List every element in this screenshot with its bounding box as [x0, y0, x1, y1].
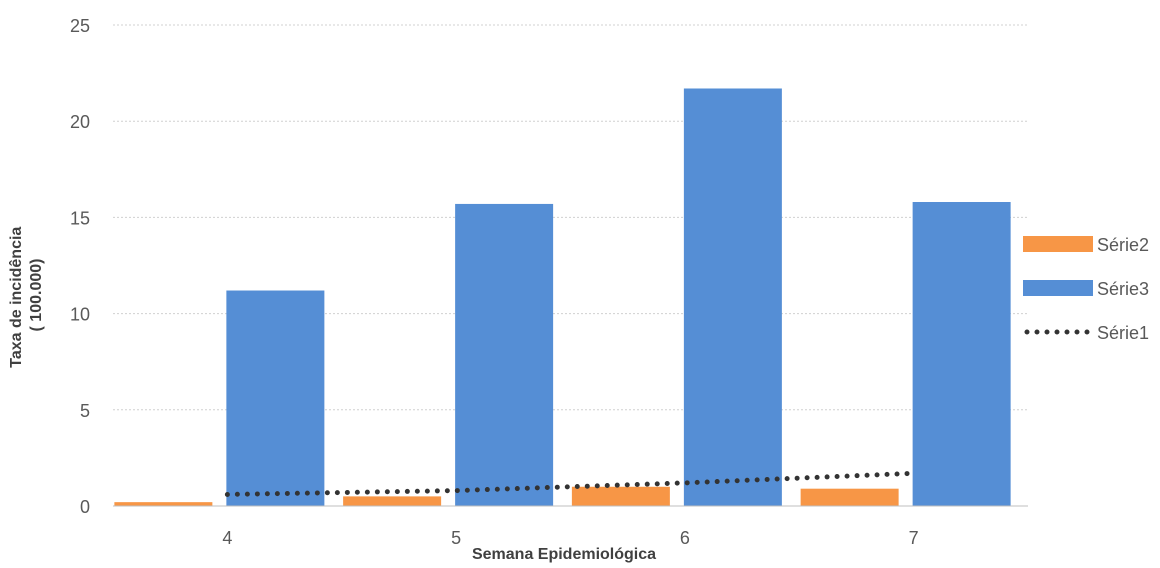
y-tick-label: 0: [80, 497, 90, 517]
legend: Série2 Série3 Série1: [1023, 235, 1149, 343]
bar-s-rie3: [455, 203, 554, 506]
y-tick-label: 5: [80, 401, 90, 421]
legend-item-s-rie1: Série1: [1024, 323, 1149, 343]
bars: [114, 88, 1011, 506]
axes: 0 5 10 15 20 25 4 5 6 7: [70, 16, 1028, 548]
y-tick-label: 15: [70, 208, 90, 228]
bar-s-rie2: [114, 502, 213, 506]
bar-s-rie2: [343, 496, 442, 506]
legend-label: Série1: [1097, 323, 1149, 343]
line-series-1: [224, 470, 917, 497]
bar-s-rie3: [912, 202, 1011, 506]
bar-s-rie3: [226, 290, 325, 506]
bar-s-rie2: [571, 486, 670, 506]
y-tick-label: 20: [70, 112, 90, 132]
y-axis-title-line2: ( 100.000): [28, 259, 45, 332]
bar-s-rie2: [800, 488, 899, 506]
x-tick-label: 5: [451, 528, 461, 548]
x-tick-label: 7: [909, 528, 919, 548]
y-axis-title-line1: Taxa de incidência: [8, 227, 25, 368]
x-axis-title: Semana Epidemiológica: [472, 546, 656, 563]
x-tick-label: 6: [680, 528, 690, 548]
y-tick-label: 25: [70, 16, 90, 36]
legend-swatch: [1023, 280, 1093, 296]
y-tick-label: 10: [70, 305, 90, 325]
y-axis-title: Taxa de incidência ( 100.000): [8, 222, 45, 368]
bar-s-rie3: [683, 88, 782, 506]
legend-item-s-rie3: Série3: [1023, 279, 1149, 299]
legend-item-s-rie2: Série2: [1023, 235, 1149, 255]
legend-swatch: [1023, 236, 1093, 252]
x-tick-label: 4: [222, 528, 232, 548]
line-series: [224, 470, 917, 497]
legend-label: Série2: [1097, 235, 1149, 255]
legend-label: Série3: [1097, 279, 1149, 299]
